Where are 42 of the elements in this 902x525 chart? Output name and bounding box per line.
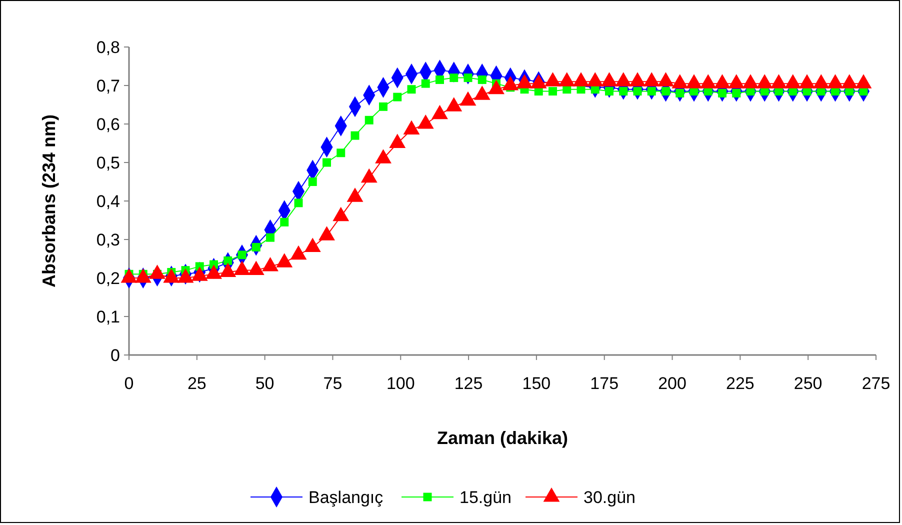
y-tick-label: 0,6 — [96, 114, 120, 134]
x-tick-label: 200 — [658, 374, 686, 393]
y-tick-label: 0,7 — [96, 76, 120, 96]
point — [364, 116, 374, 124]
x-tick-label: 50 — [255, 374, 274, 393]
point — [280, 218, 289, 226]
point — [336, 148, 346, 158]
x-tick-label: 125 — [454, 374, 483, 393]
point — [450, 74, 458, 82]
y-tick-label: 0,3 — [96, 230, 120, 250]
y-tick-label: 0,5 — [96, 153, 120, 172]
y-tick-label: 0,1 — [96, 307, 120, 326]
point — [350, 131, 360, 140]
x-tick-label: 175 — [590, 374, 619, 393]
y-tick-label: 0,8 — [96, 38, 120, 57]
y-tick-label: 0 — [110, 346, 120, 365]
x-tick-label: 0 — [124, 374, 134, 393]
point — [294, 198, 303, 208]
x-tick-label: 100 — [386, 374, 415, 393]
point — [548, 87, 557, 96]
point — [421, 79, 430, 88]
point — [266, 233, 274, 242]
x-tick-label: 250 — [794, 374, 822, 393]
point — [308, 178, 317, 186]
x-axis-title: Zaman (dakika) — [436, 428, 568, 448]
x-tick-label: 25 — [187, 374, 206, 393]
x-tick-label: 275 — [862, 374, 890, 393]
point — [393, 92, 402, 102]
y-axis-title: Absorbans (234 nm) — [39, 114, 59, 288]
legend-label: 15.gün — [460, 488, 512, 507]
legend-label: 30.gün — [584, 488, 636, 507]
x-tick-label: 150 — [522, 374, 551, 393]
x-tick-label: 225 — [726, 374, 754, 393]
x-tick-label: 75 — [323, 374, 342, 393]
point — [436, 75, 444, 84]
point — [379, 102, 388, 111]
y-tick-label: 0,2 — [96, 268, 120, 288]
legend-label: Başlangıç — [308, 488, 384, 507]
point — [322, 158, 331, 167]
point — [478, 75, 486, 84]
point — [407, 85, 416, 94]
y-tick-label: 0,4 — [96, 192, 120, 211]
